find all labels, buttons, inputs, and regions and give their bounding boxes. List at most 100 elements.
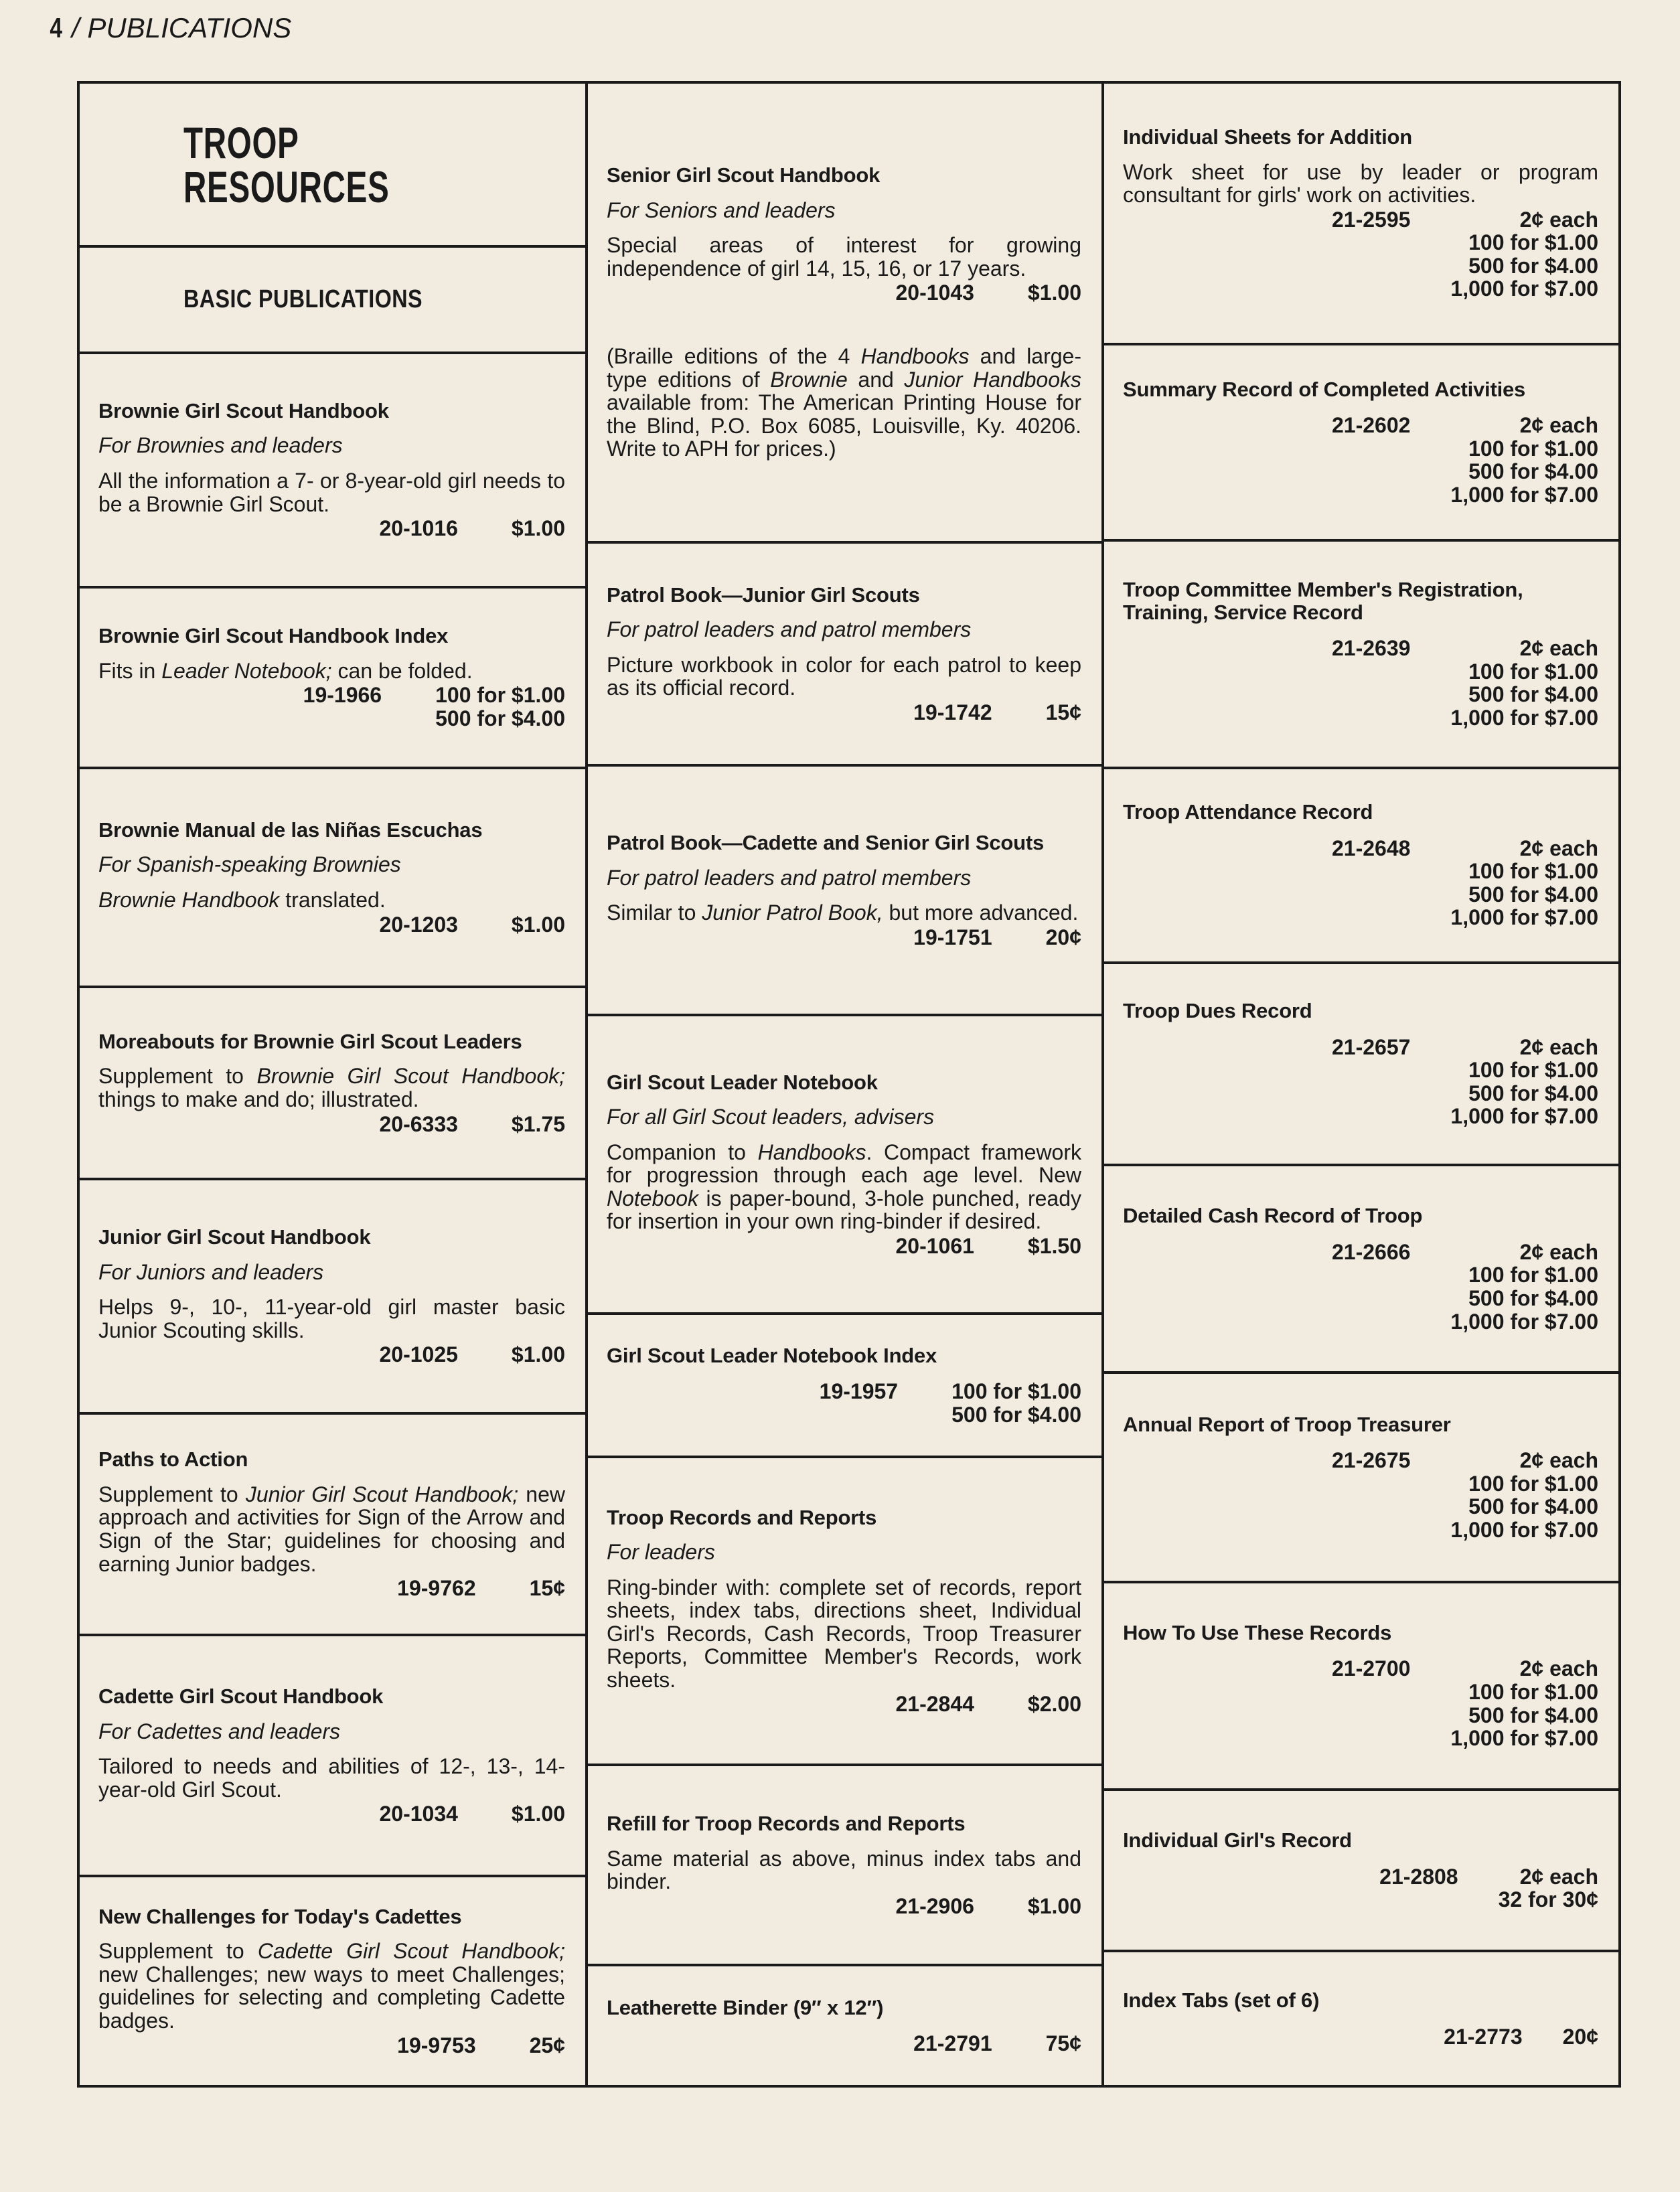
price: 1,000 for $7.00 (1450, 277, 1598, 301)
price: 100 for $1.00 (1468, 230, 1598, 255)
publication-entry: Leatherette Binder (9″ x 12″) 21-2791 75¢ (588, 1966, 1101, 2085)
price-list: 2¢ each 100 for $1.00 500 for $4.00 1,000 f… (1450, 208, 1598, 301)
price: 2¢ each (1519, 1448, 1598, 1473)
price: 100 for $1.00 (1468, 659, 1598, 684)
publication-entry: Patrol Book—Cadette and Senior Girl Scou… (588, 767, 1101, 1017)
price-list: 2¢ each 100 for $1.00 500 for $4.00 1,000 f… (1450, 414, 1598, 506)
price: 2¢ each (1519, 207, 1598, 232)
catalog-number: 21-2657 (1331, 1034, 1411, 1059)
price-list: $1.75 (512, 1113, 565, 1136)
price: 2¢ each (1519, 413, 1598, 438)
price: 1,000 for $7.00 (1450, 482, 1598, 507)
text: . Compact framework for progression thro… (607, 1140, 1081, 1188)
text: Ring-binder with: complete set of record… (607, 1575, 1081, 1692)
price: 2¢ each (1519, 1656, 1598, 1681)
publication-entry: Moreabouts for Brownie Girl Scout Leader… (80, 988, 585, 1181)
publication-entry: Individual Sheets for Addition Work sheet… (1104, 84, 1618, 346)
price: 100 for $1.00 (1468, 1058, 1598, 1083)
price: 100 for $1.00 (1468, 1263, 1598, 1287)
catalog-number: 19-9753 (397, 2033, 476, 2057)
publication-title: Individual Sheets for Addition (1123, 125, 1413, 149)
publication-entry: Brownie Girl Scout Handbook For Brownies … (80, 354, 585, 589)
price: 2¢ each (1519, 836, 1598, 860)
order-info: 21-2602 2¢ each 100 for $1.00 500 for $4.00… (1123, 414, 1598, 506)
publication-description: Helps 9-, 10-, 11-year-old girl master b… (98, 1296, 565, 1342)
publication-title: Troop Attendance Record (1123, 800, 1373, 824)
price: 100 for $1.00 (435, 683, 565, 708)
italic-text: Brownie Handbook (98, 887, 280, 912)
heading-line-2: RESOURCES (183, 161, 390, 212)
publication-description: Special areas of interest for growing in… (607, 234, 1081, 280)
text: and (847, 367, 905, 392)
publication-title: Refill for Troop Records and Reports (607, 1812, 966, 1836)
text: (Braille editions of the 4 (607, 343, 861, 368)
italic-text: Junior Girl Scout Handbook; (245, 1482, 519, 1506)
order-info: 21-2639 2¢ each 100 for $1.00 500 for $4.00… (1123, 637, 1598, 729)
publication-title: Annual Report of Troop Treasurer (1123, 1412, 1451, 1436)
price: $1.00 (511, 912, 565, 937)
catalog-number: 20-1203 (379, 912, 458, 937)
order-info: 21-2906 $1.00 (607, 1895, 1081, 1918)
publication-entry: Detailed Cash Record of Troop 21-2666 2¢ e… (1104, 1166, 1618, 1375)
price: 20¢ (1045, 925, 1081, 949)
publication-entry: Brownie Manual de las Niñas Escuchas For … (80, 769, 585, 988)
publication-entry: Index Tabs (set of 6) 21-2773 20¢ (1104, 1952, 1618, 2085)
publication-description: Supplement to Cadette Girl Scout Handboo… (98, 1940, 565, 2032)
italic-text: Handbooks (757, 1140, 866, 1164)
publication-title: How To Use These Records (1123, 1621, 1392, 1644)
publication-audience: For all Girl Scout leaders, advisers (607, 1105, 935, 1129)
text: new approach and activities for Sign of … (98, 1482, 566, 1576)
publication-title: Girl Scout Leader Notebook (607, 1070, 878, 1094)
text: Supplement to (98, 1064, 257, 1089)
text: translated. (279, 887, 386, 912)
publication-audience: For patrol leaders and patrol members (607, 617, 972, 642)
text: All the information a 7- or 8-year-old g… (98, 469, 565, 516)
catalog-number: 20-1043 (895, 281, 974, 305)
section-name: / PUBLICATIONS (72, 12, 292, 44)
italic-text: Cadette Girl Scout Handbook; (257, 1939, 566, 1964)
price: 100 for $1.00 (1468, 1471, 1598, 1496)
catalog-number: 21-2675 (1331, 1448, 1411, 1473)
price-list: 15¢ (1046, 701, 1081, 724)
column-2: Senior Girl Scout Handbook For Seniors an… (588, 84, 1104, 2085)
price-list: 2¢ each 100 for $1.00 500 for $4.00 1,000 f… (1450, 1036, 1598, 1128)
publication-description: All the information a 7- or 8-year-old g… (98, 469, 565, 516)
catalog-number: 21-2595 (1331, 207, 1411, 232)
price: 100 for $1.00 (951, 1379, 1081, 1404)
order-info: 20-1025 $1.00 (98, 1343, 565, 1366)
text: Supplement to (98, 1482, 246, 1506)
price-list: $1.00 (512, 1343, 565, 1366)
price-list: 2¢ each 100 for $1.00 500 for $4.00 1,000 f… (1450, 1241, 1598, 1333)
order-info: 20-1203 $1.00 (98, 913, 565, 937)
text: available from: The American Printing Ho… (607, 390, 1081, 461)
price: $1.00 (1027, 1893, 1081, 1918)
order-info: 21-2791 75¢ (607, 2032, 1081, 2055)
price: 500 for $4.00 (1468, 1494, 1598, 1519)
order-info: 21-2675 2¢ each 100 for $1.00 500 for $4.00… (1123, 1449, 1598, 1541)
publication-description: Supplement to Brownie Girl Scout Handboo… (98, 1065, 565, 1111)
availability-note: (Braille editions of the 4 Handbooks and… (607, 345, 1081, 461)
order-info: 19-9753 25¢ (98, 2033, 565, 2057)
order-info: 21-2595 2¢ each 100 for $1.00 500 for $4.00… (1123, 208, 1598, 301)
price: 1,000 for $7.00 (1450, 905, 1598, 930)
publication-entry: Troop Dues Record 21-2657 2¢ each 100 for $… (1104, 964, 1618, 1167)
catalog-number: 19-9762 (397, 1576, 476, 1601)
catalog-number: 21-2648 (1331, 836, 1411, 860)
catalog-number: 19-1957 (819, 1379, 899, 1404)
text: Same material as above, minus index tabs… (607, 1846, 1081, 1894)
publication-entry: Individual Girl's Record 21-2808 2¢ each 32… (1104, 1791, 1618, 1953)
price-list: $1.50 (1028, 1235, 1081, 1258)
publication-audience: For Spanish-speaking Brownies (98, 852, 401, 877)
price: $1.00 (1027, 281, 1081, 305)
price: 1,000 for $7.00 (1450, 705, 1598, 730)
price: $1.00 (511, 516, 565, 541)
text: Fits in (98, 658, 162, 683)
publication-title: Cadette Girl Scout Handbook (98, 1685, 384, 1709)
publication-title: Patrol Book—Junior Girl Scouts (607, 582, 920, 607)
price: 2¢ each (1519, 636, 1598, 661)
order-info: 20-1016 $1.00 (98, 517, 565, 540)
order-info: 19-1742 15¢ (607, 701, 1081, 724)
order-info: 19-9762 15¢ (98, 1577, 565, 1600)
catalog-number: 21-2906 (895, 1893, 974, 1918)
running-head: 4 / PUBLICATIONS (48, 12, 291, 44)
